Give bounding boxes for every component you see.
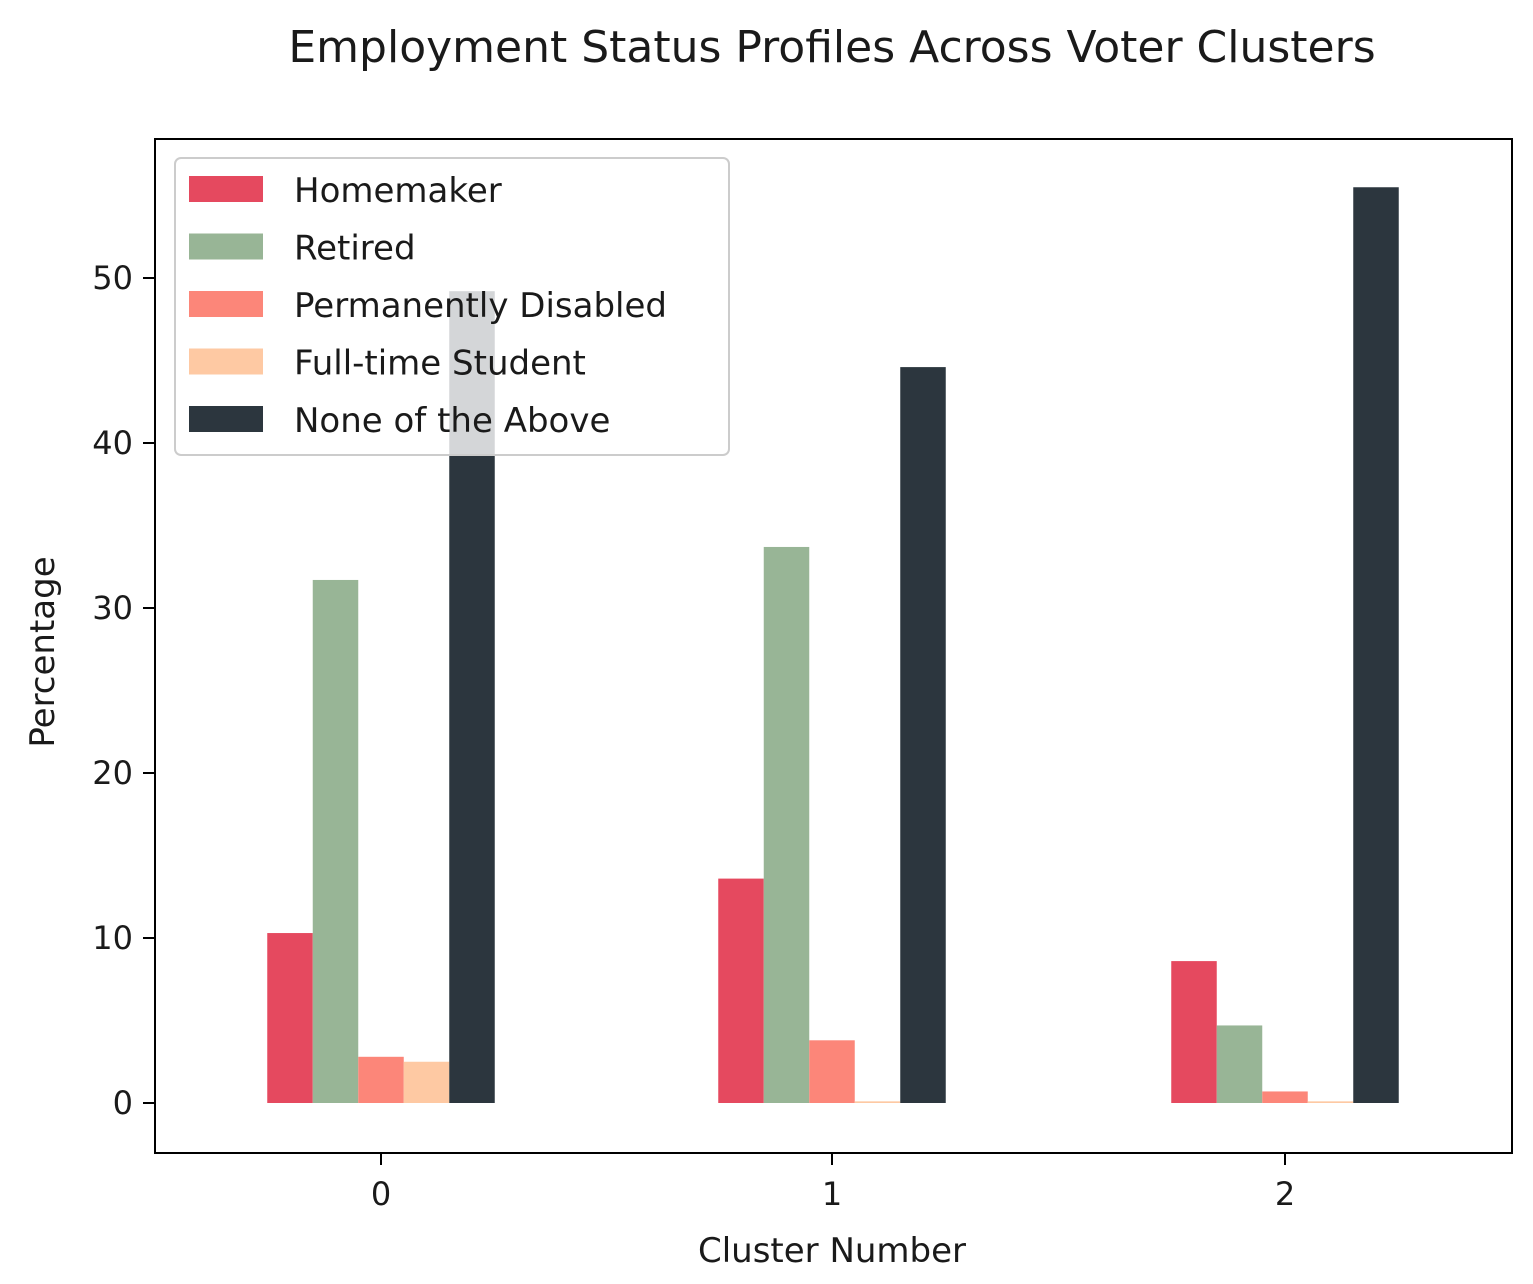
legend-label: Full-time Student: [294, 344, 586, 384]
legend-swatch: [189, 406, 263, 432]
plot-frame: [154, 138, 1513, 1154]
y-axis-label: Percentage: [23, 556, 63, 747]
legend-swatch: [189, 291, 263, 317]
bar-permanently-disabled-cluster-0: [358, 1056, 404, 1103]
y-axis: 0 10 20 30 40 50: [92, 259, 155, 1122]
legend-label: Permanently Disabled: [294, 286, 667, 326]
legend-swatch: [189, 233, 263, 260]
legend-items: Homemaker Retired Permanently Disabled Full…: [189, 171, 667, 441]
legend-label: Retired: [294, 229, 416, 269]
bar-retired-cluster-0: [312, 579, 359, 1103]
bar-full-time-student-cluster-0: [403, 1061, 450, 1103]
bar-permanently-disabled-cluster-1: [809, 1040, 855, 1103]
x-tick-label: 2: [1275, 1175, 1295, 1213]
y-tick-label: 50: [92, 259, 133, 297]
y-tick-label: 10: [92, 919, 133, 957]
legend-swatch: [189, 176, 263, 202]
bar-homemaker-cluster-2: [1171, 961, 1217, 1103]
y-tick-label: 40: [92, 424, 133, 462]
bar-retired-cluster-2: [1216, 1025, 1263, 1103]
legend-label: None of the Above: [294, 401, 610, 441]
bar-none-of-the-above-cluster-1: [900, 367, 946, 1104]
x-tick-label: 1: [822, 1175, 842, 1213]
x-tick-label: 0: [371, 1175, 391, 1213]
bar-permanently-disabled-cluster-2: [1262, 1091, 1308, 1103]
bar-none-of-the-above-cluster-2: [1353, 187, 1399, 1103]
x-axis: 0 1 2: [371, 1153, 1295, 1213]
chart-title: Employment Status Profiles Across Voter …: [288, 22, 1375, 73]
legend-frame: [174, 157, 730, 456]
y-tick-label: 0: [113, 1084, 133, 1122]
bar-full-time-student-cluster-2: [1307, 1101, 1354, 1103]
bar-homemaker-cluster-1: [718, 878, 764, 1103]
legend-swatch: [189, 348, 263, 375]
bar-full-time-student-cluster-1: [854, 1101, 901, 1103]
y-tick-label: 30: [92, 589, 133, 627]
legend-label: Homemaker: [294, 171, 502, 211]
y-tick-label: 20: [92, 754, 133, 792]
bar-retired-cluster-1: [763, 546, 810, 1103]
x-axis-label: Cluster Number: [698, 1231, 966, 1271]
bar-homemaker-cluster-0: [267, 933, 313, 1103]
legend: Homemaker Retired Permanently Disabled Full…: [174, 157, 730, 456]
